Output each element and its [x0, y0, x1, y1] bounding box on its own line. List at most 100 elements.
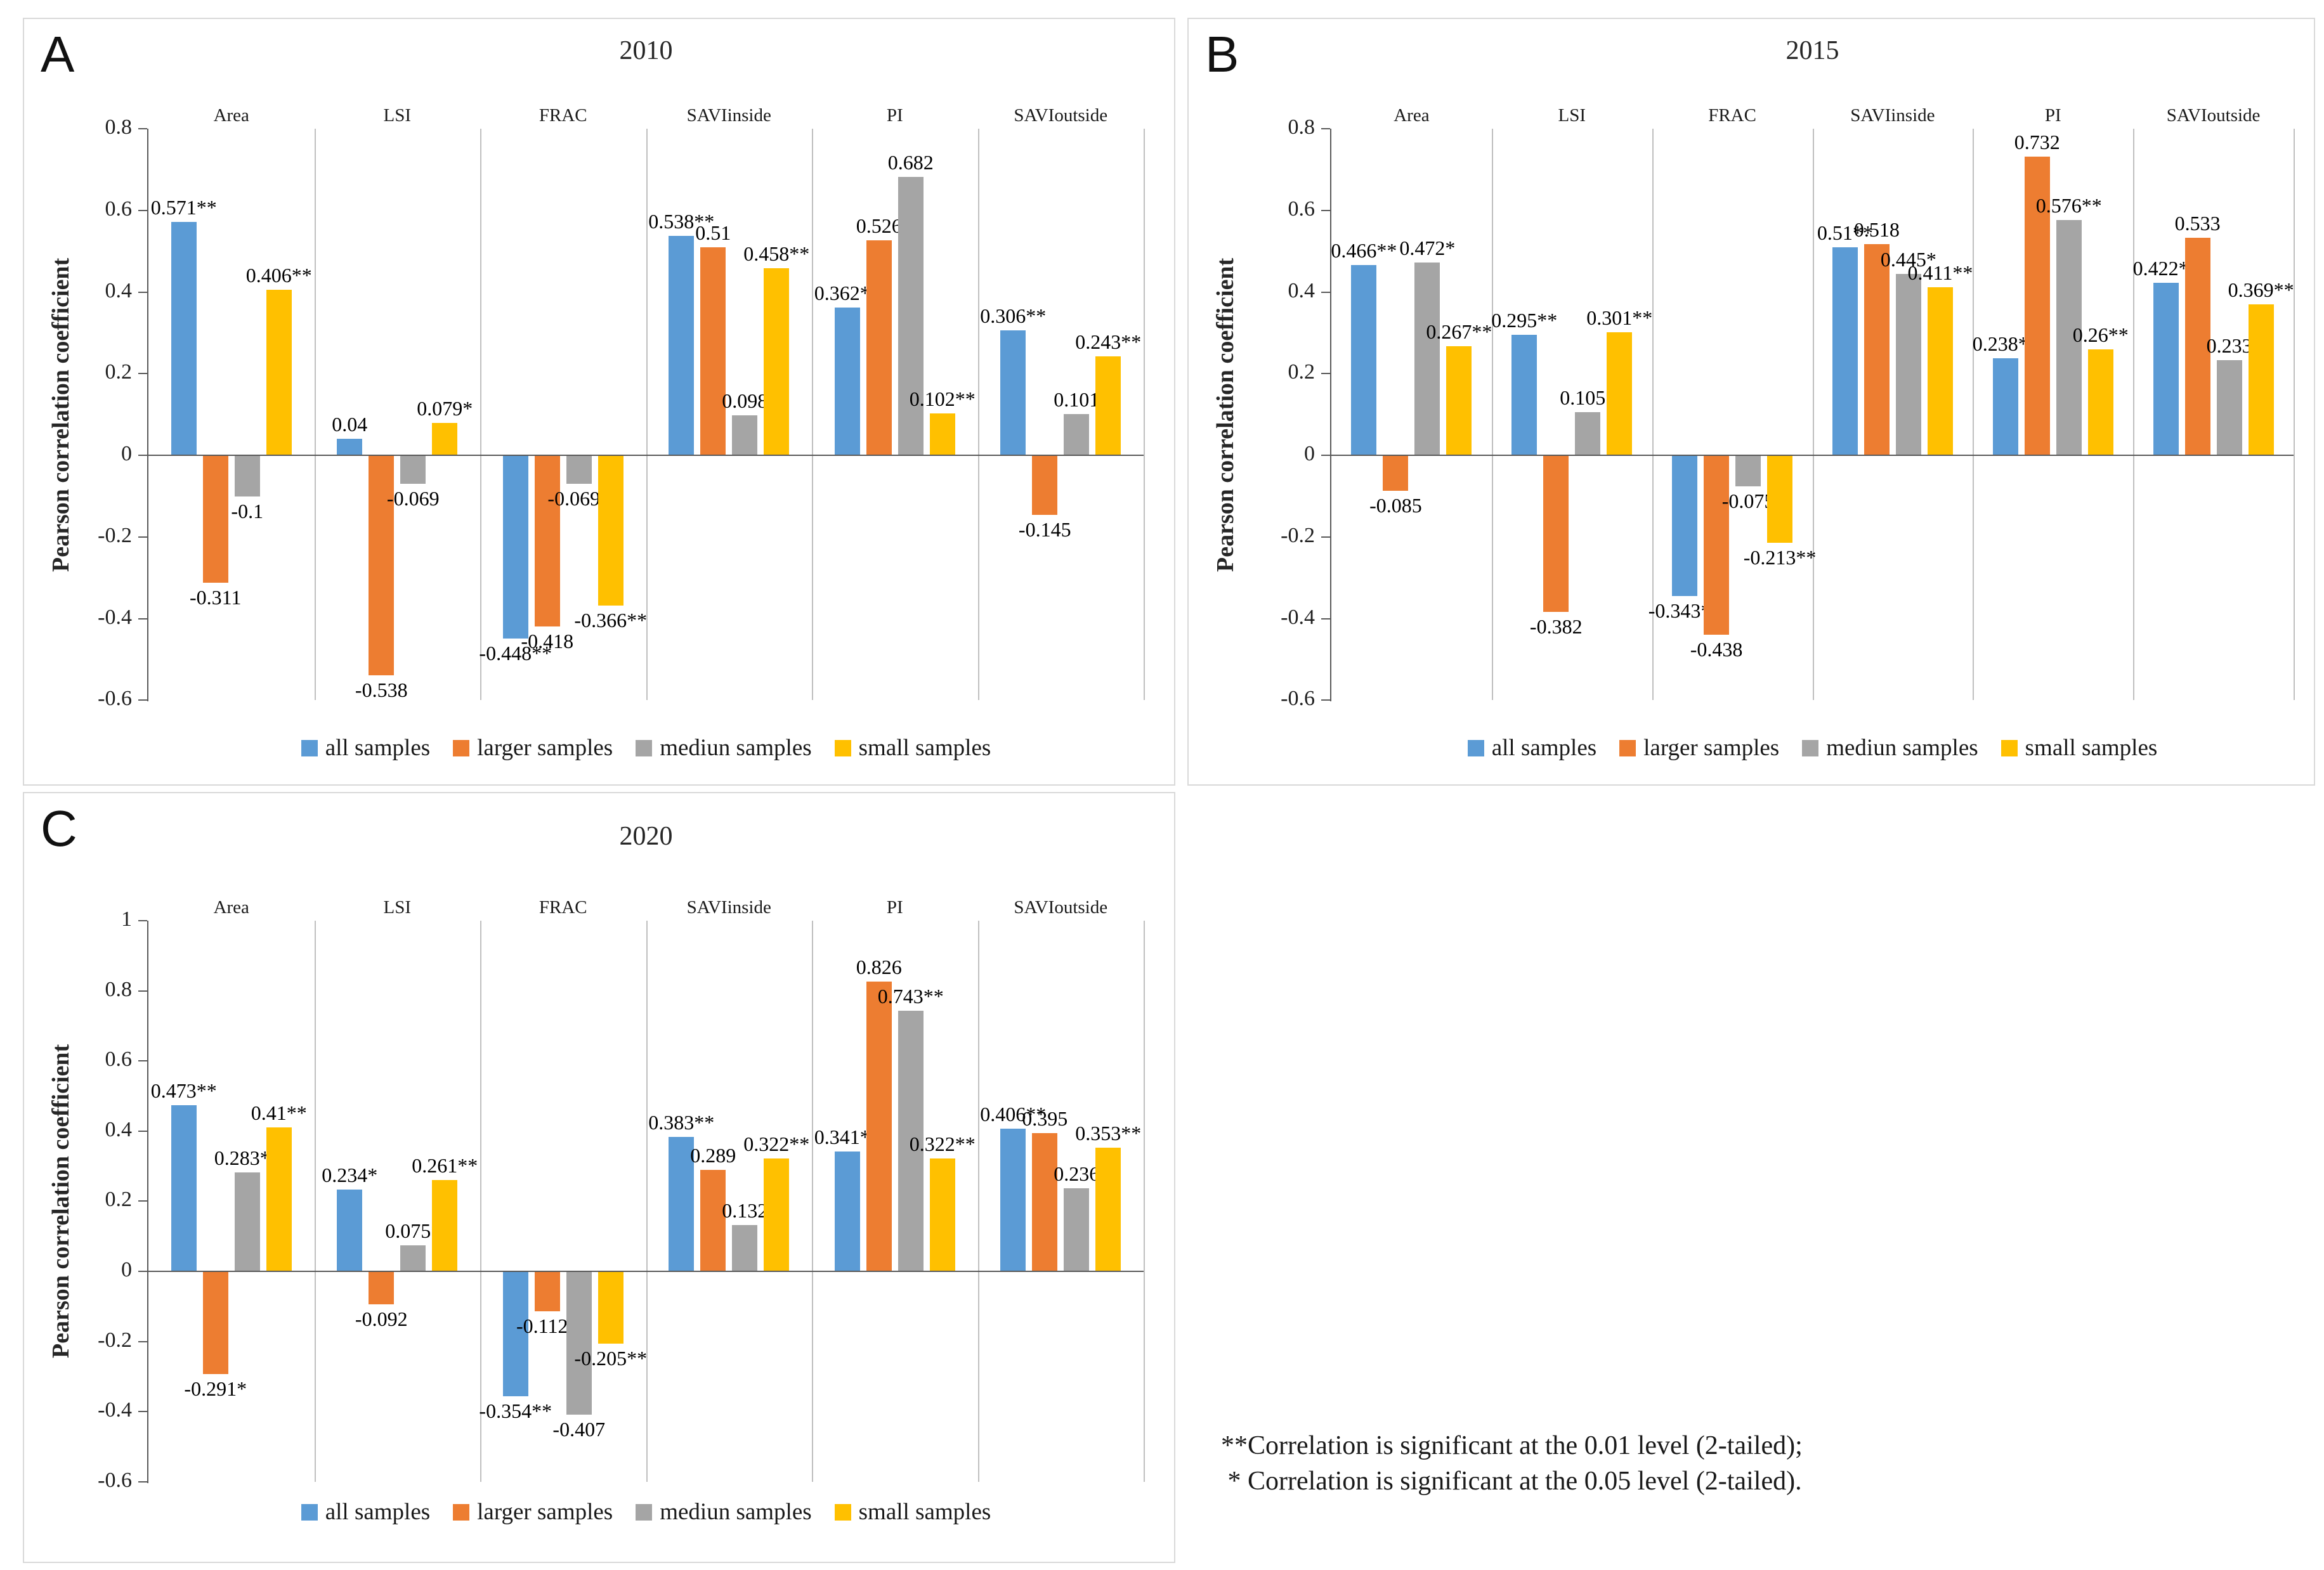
bar: [2216, 360, 2242, 455]
bar: [834, 1152, 860, 1271]
legend: all samples larger samples mediun samples s…: [148, 734, 1144, 762]
bar: [534, 1272, 560, 1311]
value-label: 0.236: [1054, 1162, 1100, 1186]
y-axis-line: [147, 921, 148, 1483]
value-label: -0.092: [355, 1307, 408, 1330]
panel-2015: B 2015 Pearson correlation coefficient 0…: [1187, 18, 2315, 786]
value-label: 0.369**: [2228, 278, 2294, 302]
y-axis-line: [147, 129, 148, 702]
legend-swatch: [636, 1503, 653, 1521]
value-label: 0.233: [2206, 334, 2252, 357]
y-tick-label: -0.2: [98, 523, 132, 547]
y-tick-mark: [1321, 291, 1330, 293]
legend-label: all samples: [325, 735, 431, 761]
bar: [1446, 346, 1472, 455]
bar: [266, 289, 292, 455]
y-tick-mark: [1321, 373, 1330, 375]
legend-swatch: [636, 739, 653, 756]
value-label: 0.51: [695, 221, 731, 244]
value-label: 0.406**: [245, 263, 312, 287]
value-label: 0.306**: [980, 304, 1047, 327]
bar: [400, 1245, 426, 1271]
value-label: -0.354**: [479, 1399, 552, 1422]
bar: [1992, 358, 2018, 455]
value-label: -0.382: [1529, 614, 1583, 638]
bar: [929, 1158, 955, 1271]
value-label: 0.473**: [150, 1079, 217, 1103]
legend-swatch: [1467, 739, 1484, 756]
y-tick-mark: [138, 1271, 147, 1272]
panel-letter-c: C: [41, 800, 77, 857]
y-tick-label: 0.6: [105, 1048, 133, 1072]
legend-item: larger samples: [453, 1498, 613, 1526]
value-label: -0.538: [355, 678, 408, 702]
y-tick-mark: [138, 128, 147, 129]
legend-item: small samples: [834, 1498, 991, 1526]
category-header: PI: [886, 105, 903, 126]
panel-letter-a: A: [41, 26, 75, 82]
value-label: -0.438: [1690, 637, 1743, 661]
bar: [400, 456, 426, 484]
value-label: 0.098: [722, 389, 768, 412]
y-tick-label: 0.4: [1288, 278, 1315, 302]
zero-baseline: [148, 455, 1144, 456]
value-label: -0.448**: [479, 642, 552, 665]
group-separator: [646, 129, 648, 701]
bar: [534, 456, 560, 627]
bar: [1864, 243, 1890, 455]
value-label: 0.51**: [1817, 221, 1873, 244]
value-label: 0.518: [1853, 217, 1900, 241]
y-tick-mark: [1321, 618, 1330, 620]
bar: [669, 235, 695, 455]
y-tick-mark: [138, 373, 147, 375]
y-tick-label: 0: [121, 1258, 132, 1281]
y-tick-label: 0.8: [105, 115, 133, 139]
bar: [2024, 156, 2050, 455]
category-header: FRAC: [539, 105, 587, 126]
value-label: 0.353**: [1075, 1121, 1142, 1145]
y-tick-label: 0.2: [105, 1188, 133, 1212]
bar: [1414, 263, 1440, 455]
y-tick-mark: [138, 291, 147, 293]
value-label: -0.418: [521, 630, 574, 653]
value-label: 0.243**: [1075, 330, 1142, 353]
y-tick-mark: [138, 209, 147, 211]
bar: [1095, 1147, 1121, 1271]
value-label: 0.472*: [1399, 237, 1456, 260]
footnote-line-1: **Correlation is significant at the 0.01…: [1221, 1431, 1803, 1460]
category-header: FRAC: [539, 897, 587, 918]
category-header: Area: [213, 897, 249, 918]
value-label: 0.234*: [322, 1163, 378, 1186]
bar: [1064, 413, 1090, 455]
y-tick-label: 0.8: [105, 977, 133, 1001]
bar: [669, 1137, 695, 1271]
chart-title-2015: 2015: [1785, 36, 1839, 65]
legend-item: mediun samples: [636, 734, 812, 762]
legend: all samples larger samples mediun samples s…: [1331, 734, 2294, 762]
value-label: 0.383**: [648, 1111, 715, 1134]
y-tick-mark: [1321, 209, 1330, 211]
group-separator: [1812, 129, 1814, 701]
legend-label: small samples: [858, 735, 991, 761]
bar: [202, 1272, 228, 1374]
bar: [1672, 456, 1698, 596]
value-label: 0.105*: [1560, 386, 1616, 410]
bar: [1095, 356, 1121, 455]
value-label: 0.682: [887, 150, 934, 174]
legend-label: all samples: [325, 1499, 431, 1525]
value-label: 0.267**: [1426, 320, 1492, 344]
bar: [834, 307, 860, 455]
panel-letter-b: B: [1205, 26, 1239, 82]
value-label: 0.075*: [385, 1219, 441, 1242]
value-label: 0.411**: [1907, 261, 1973, 285]
bar: [337, 1189, 363, 1271]
y-tick-mark: [138, 990, 147, 992]
bar: [732, 1225, 758, 1271]
legend-item: all samples: [1467, 734, 1596, 762]
bar: [2056, 220, 2082, 455]
y-tick-label: 0.2: [105, 360, 133, 384]
legend-swatch: [834, 739, 851, 756]
legend-item: mediun samples: [636, 1498, 812, 1526]
y-tick-mark: [138, 455, 147, 456]
group-separator: [2294, 129, 2295, 701]
